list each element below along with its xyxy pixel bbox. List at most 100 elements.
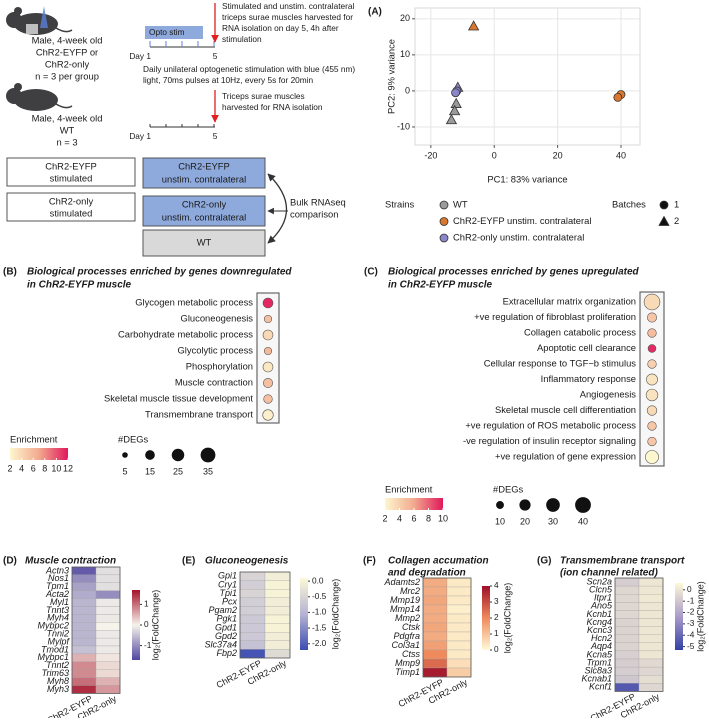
heat-cell [446,649,472,660]
day-label: Day 1 [129,131,151,141]
row-label: Tpi1 [219,588,237,598]
legend-marker [439,217,449,226]
row-label: Gpd2 [215,631,237,641]
comparison-arrow [267,173,288,244]
heat-cell [614,634,640,643]
heat-cell [71,590,97,599]
color-tick-label: -2 [687,607,695,617]
color-tick-label: -1 [144,640,152,650]
chart-title: Transmembrane transport [560,556,685,567]
heat-cell [638,602,664,611]
heat-cell [264,623,291,633]
box-label: ChR2-only [49,195,94,206]
heat-cell [71,661,97,670]
group-box [142,157,266,189]
row-label: Kcng4 [586,617,612,627]
group-label: Male, 4-week old [32,34,103,45]
color-tick-label: 8 [426,513,431,523]
row-label: Tnnt2 [46,660,69,670]
size-key [145,450,155,460]
size-key [496,501,504,509]
legend-title: Batches [612,198,646,209]
heat-cell [638,634,664,643]
chart-title: in ChR2-EYFP muscle [27,280,132,291]
row-label: Mmp2 [395,613,420,623]
heat-frame [422,577,472,678]
harvest-text: RNA isolation on day 5, 4h after [222,23,339,33]
heat-cell [71,637,97,647]
y-tick-label: 10 [400,49,410,59]
heat-cell [71,614,97,623]
group-label: WT [60,124,75,135]
chart-title: Gluconeogenesis [205,556,289,567]
heat-cell [614,577,640,587]
size-key-label: 5 [122,466,127,476]
heat-cell [638,650,664,660]
day-label: Day 1 [129,51,151,61]
day-label: 5 [213,131,218,141]
heat-cell [614,585,640,595]
heat-cell [239,606,266,616]
heat-cell [614,658,640,668]
point [450,97,462,108]
row-label: Myh4 [47,613,69,623]
row-label: Ctsk [402,622,421,632]
legend-marker [658,215,670,226]
term-label: Cellular response to TGF−b stimulus [484,357,637,368]
point [613,93,623,102]
comparison-label: comparison [290,208,338,219]
harvest-text: Triceps surae muscles [222,91,305,101]
point [445,113,458,125]
protocol-text: light, 70ms pulses at 10Hz, every 5s for… [143,75,314,85]
heat-cell [239,589,266,598]
group-box [142,229,266,257]
heat-frame [239,571,291,659]
mouse-icon [6,6,73,35]
heat-cell [239,571,266,581]
harvest-text: Stimulated and unstim. contralateral [222,1,355,11]
row-label: Mybpc1 [37,652,69,662]
heat-cell [638,683,664,692]
heat-cell [614,683,640,692]
dot [647,359,657,369]
color-tick-label: 3 [494,596,499,606]
dot [263,378,273,388]
color-tick-label: -1.0 [312,607,327,617]
point [448,104,461,116]
row-label: Pgk1 [216,614,237,624]
size-key-label: 25 [173,466,183,476]
heat-cell [95,645,121,655]
heat-cell [71,653,97,662]
term-label: Glycolytic process [177,344,253,355]
legend-marker [439,233,449,243]
box-label: stimulated [50,207,93,218]
heat-cell [95,661,121,670]
heat-cell [239,632,266,641]
term-label: Glycogen metabolic process [135,296,253,307]
heat-cell [638,666,664,676]
heat-cell [71,645,97,655]
color-tick-label: 2 [7,463,12,473]
heat-cell [71,669,97,678]
y-tick-label: 0 [405,85,410,95]
row-label: Clcn5 [589,585,613,595]
opto-label: Opto stim [149,27,185,37]
row-label: Col3a1 [391,640,420,650]
legend-label: 2 [674,215,679,226]
comparison-label: Bulk RNAseq [290,196,346,207]
chart-title: and degradation [388,568,466,579]
heat-cell [446,613,472,624]
color-bar-label: log₂(FoldChange) [330,579,340,650]
row-label: Hcn2 [591,633,612,643]
size-key [200,447,216,463]
point [467,20,480,31]
term-label: +ve regulation of gene expression [495,450,636,461]
color-tick-label: 6 [411,513,416,523]
panel-label: (F) [363,556,376,567]
heat-cell [239,614,266,624]
panel-label: (E) [182,556,195,567]
heat-cell [614,642,640,652]
row-label: Kcna5 [586,649,613,659]
dot [263,314,273,324]
heat-cell [422,649,448,660]
